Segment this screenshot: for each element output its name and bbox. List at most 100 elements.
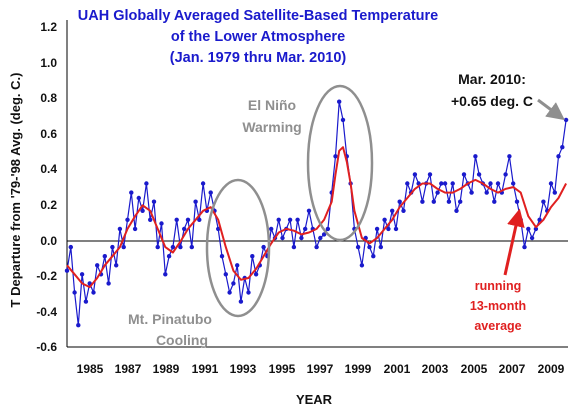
data-point: [420, 199, 425, 204]
data-point: [495, 181, 501, 186]
data-point: [125, 217, 130, 222]
pinatubo-ellipse: [205, 178, 271, 318]
x-tick-label: 1989: [153, 362, 180, 376]
latest-value-label-line-1: Mar. 2010:: [458, 71, 526, 87]
data-point: [68, 244, 74, 250]
data-point: [216, 226, 221, 232]
data-point: [170, 244, 176, 250]
data-point: [166, 254, 172, 259]
data-point: [503, 172, 508, 177]
data-point: [114, 263, 119, 268]
data-point: [514, 199, 520, 204]
y-tick-label: -0.4: [36, 305, 57, 319]
running-avg-arrow: [503, 208, 525, 276]
data-point: [223, 272, 228, 277]
latest-value-label-line-2: +0.65 deg. C: [451, 93, 533, 109]
data-point: [106, 281, 111, 286]
data-point: [390, 208, 395, 213]
data-point: [253, 272, 259, 277]
data-point: [393, 226, 399, 232]
running-avg-label-line-1: running: [475, 279, 522, 293]
data-point: [461, 172, 467, 177]
data-point: [238, 299, 244, 304]
data-point: [132, 226, 138, 232]
chart-title-line-2: of the Lower Atmosphere: [171, 29, 345, 45]
y-tick-label: 0.2: [40, 198, 57, 212]
y-tick-label: 0.6: [40, 127, 57, 141]
y-tick-label: -0.2: [36, 269, 57, 283]
x-tick-label: 1991: [192, 362, 219, 376]
pinatubo-label-line-2: Cooling: [156, 332, 208, 348]
data-point: [72, 290, 77, 295]
data-point: [95, 263, 100, 268]
data-point: [299, 235, 304, 241]
x-tick-label: 1993: [230, 362, 257, 376]
data-point: [450, 181, 455, 186]
data-point: [511, 181, 516, 186]
data-point: [197, 217, 202, 222]
x-axis-label: YEAR: [296, 392, 333, 407]
data-point: [231, 281, 236, 286]
y-tick-label: -0.6: [36, 340, 57, 354]
data-point: [117, 226, 123, 232]
x-tick-label: 1997: [307, 362, 334, 376]
data-point: [121, 244, 126, 250]
data-point: [431, 199, 436, 204]
data-point: [333, 154, 338, 159]
data-point: [397, 199, 402, 204]
data-point: [189, 244, 194, 250]
data-point: [340, 117, 346, 123]
data-point: [529, 235, 535, 241]
running-average-line: [66, 146, 567, 289]
data-point: [91, 290, 96, 295]
data-point: [287, 217, 293, 222]
data-point: [469, 190, 474, 195]
data-point: [367, 244, 372, 250]
el-nino-label-line-2: Warming: [242, 119, 301, 135]
y-tick-label: 1.2: [40, 20, 57, 34]
data-point: [136, 195, 141, 201]
data-point: [458, 199, 463, 204]
data-point: [359, 263, 365, 268]
data-point: [427, 172, 433, 177]
data-point: [488, 181, 493, 186]
data-point: [280, 235, 285, 241]
data-point: [442, 181, 448, 186]
data-point: [291, 244, 297, 250]
data-point: [507, 154, 512, 159]
data-point: [552, 190, 557, 195]
x-tick-label: 1987: [115, 362, 142, 376]
data-point: [560, 145, 565, 150]
data-point: [140, 208, 145, 213]
data-point: [144, 181, 149, 186]
data-point: [314, 244, 319, 250]
data-point: [454, 208, 459, 213]
x-axis-ticks: 1985 1987 1989 1991 1993 1995 1997 1999 …: [77, 362, 565, 376]
data-point: [439, 181, 444, 186]
data-point: [492, 199, 497, 204]
data-point: [382, 217, 387, 222]
data-point: [374, 226, 380, 232]
data-point: [563, 117, 569, 123]
data-point: [110, 244, 115, 250]
y-tick-label: 0.0: [40, 234, 57, 248]
data-point: [178, 244, 183, 250]
x-tick-label: 1985: [77, 362, 104, 376]
data-point: [371, 254, 376, 259]
data-point: [446, 199, 452, 204]
data-point: [246, 290, 251, 295]
data-point: [235, 263, 240, 268]
data-point: [325, 226, 331, 232]
data-point: [182, 226, 187, 232]
data-point: [174, 217, 179, 222]
data-point: [83, 299, 89, 304]
data-point: [412, 172, 418, 177]
data-point: [303, 226, 308, 232]
x-tick-label: 2005: [461, 362, 488, 376]
x-tick-label: 2001: [384, 362, 411, 376]
data-point: [227, 290, 232, 295]
data-point: [401, 208, 406, 213]
data-point: [386, 226, 391, 232]
chart-title-line-1: UAH Globally Averaged Satellite-Based Te…: [78, 8, 438, 24]
